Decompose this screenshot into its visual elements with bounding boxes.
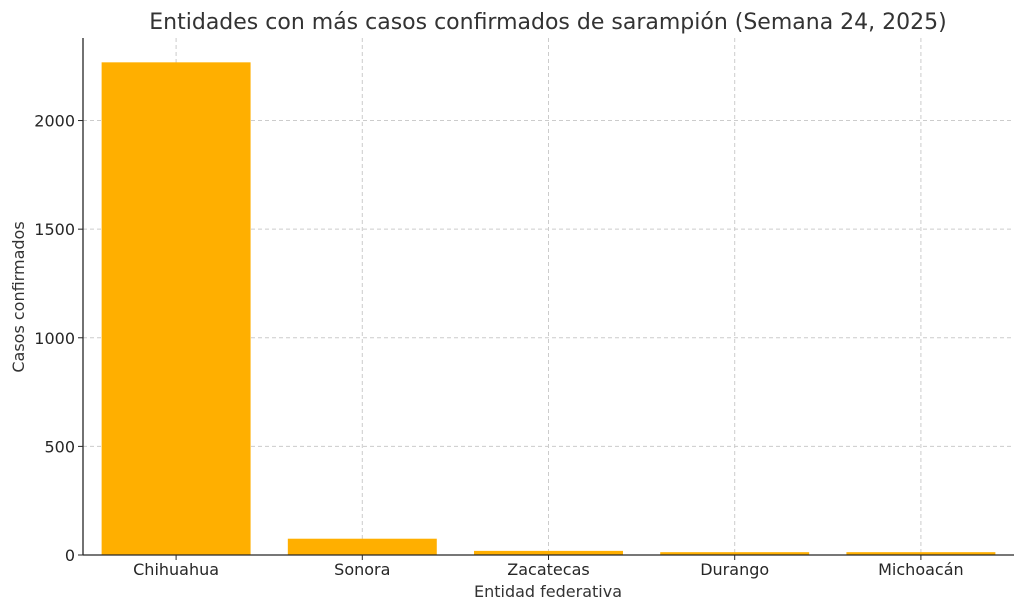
bar-michoacán: [846, 552, 996, 555]
x-tick-label: Chihuahua: [133, 560, 219, 579]
y-tick-label: 1000: [34, 329, 75, 348]
x-tick-label: Sonora: [334, 560, 390, 579]
y-tick-label: 500: [44, 437, 75, 456]
x-axis-label: Entidad federativa: [474, 582, 622, 601]
x-ticks: Chihuahua Sonora Zacatecas Durango Michoacán: [133, 555, 964, 579]
bars: [101, 62, 996, 556]
bar-sonora: [287, 538, 437, 555]
bar-durango: [660, 552, 810, 555]
x-tick-label: Durango: [700, 560, 769, 579]
y-tick-label: 1500: [34, 220, 75, 239]
y-axis-label: Casos confirmados: [9, 221, 28, 372]
y-tick-label: 2000: [34, 112, 75, 131]
y-ticks: 0 500 1000 1500 2000: [34, 112, 83, 565]
x-tick-label: Zacatecas: [507, 560, 589, 579]
x-tick-label: Michoacán: [878, 560, 964, 579]
chart-title: Entidades con más casos confirmados de s…: [149, 10, 946, 35]
bar-chihuahua: [101, 62, 251, 556]
bar-zacatecas: [474, 550, 623, 555]
y-tick-label: 0: [65, 546, 75, 565]
